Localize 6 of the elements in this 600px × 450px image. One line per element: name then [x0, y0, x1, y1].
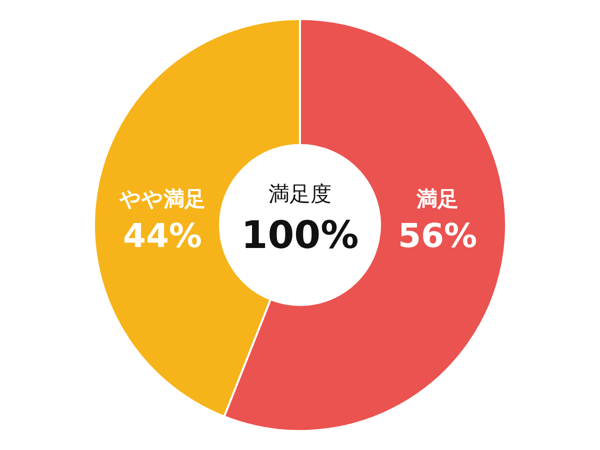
- text: 100%: [241, 213, 359, 257]
- text: 満足度: [268, 182, 332, 206]
- slice-label: 満足: [416, 187, 459, 211]
- slice-label: やや満足: [118, 187, 206, 211]
- data-label: 56%: [398, 216, 478, 255]
- data-label: 44%: [122, 216, 202, 255]
